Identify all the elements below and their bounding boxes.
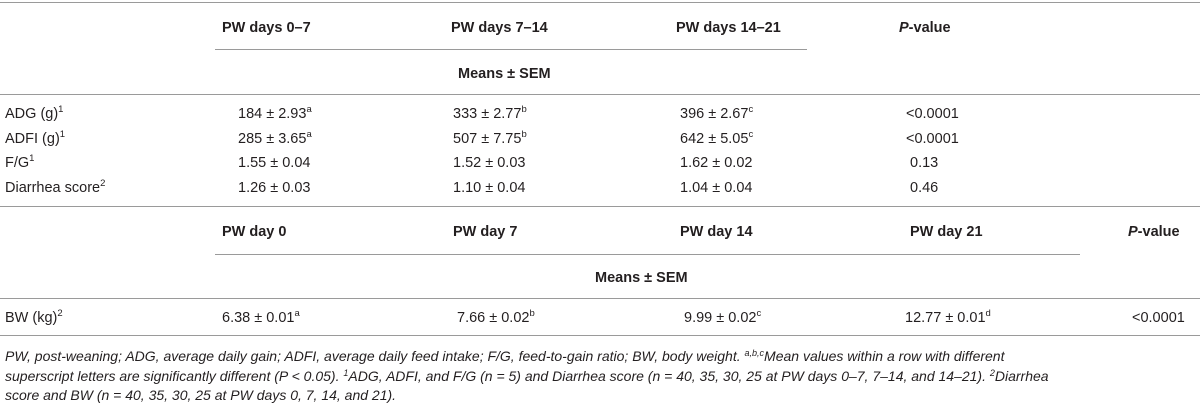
cell-value: 7.66 ± 0.02b	[457, 308, 535, 326]
cell-value: 6.38 ± 0.01a	[222, 308, 300, 326]
row-label-bw: BW (kg)2	[5, 308, 63, 326]
cell-value: 1.52 ± 0.03	[453, 155, 526, 171]
section-rule	[0, 206, 1200, 207]
cell-value: 642 ± 5.05c	[680, 129, 754, 147]
cell-value: 507 ± 7.75b	[453, 129, 527, 147]
cell-p-value: 0.46	[910, 180, 939, 196]
cell-value: 1.10 ± 0.04	[453, 180, 526, 196]
header-pw-days-0-7: PW days 0–7	[222, 20, 311, 36]
row-label-fg: F/G1	[5, 153, 35, 171]
header-pw-days-14-21: PW days 14–21	[676, 20, 781, 36]
header-pw-days-7-14: PW days 7–14	[451, 20, 548, 36]
header-pw-day-21: PW day 21	[910, 224, 983, 240]
header-pw-day-0: PW day 0	[222, 224, 287, 240]
top-rule	[0, 2, 1200, 3]
cell-value: 12.77 ± 0.01d	[905, 308, 991, 326]
subheader-rule	[0, 94, 1200, 95]
cell-value: 1.26 ± 0.03	[238, 180, 311, 196]
subheader-means-sem: Means ± SEM	[458, 66, 551, 82]
header-p-value-2: P-value	[1128, 224, 1180, 240]
cell-value: 1.04 ± 0.04	[680, 180, 753, 196]
cell-p-value: <0.0001	[906, 131, 959, 147]
table-footnote: PW, post-weaning; ADG, average daily gai…	[5, 348, 1049, 403]
row-label-adfi: ADFI (g)1	[5, 129, 66, 147]
cell-value: 285 ± 3.65a	[238, 129, 312, 147]
cell-p-value: <0.0001	[906, 106, 959, 122]
header-underline-2	[215, 254, 1080, 255]
row-label-diarrhea-score: Diarrhea score2	[5, 178, 106, 196]
header-pw-day-14: PW day 14	[680, 224, 753, 240]
cell-value: 333 ± 2.77b	[453, 104, 527, 122]
row-label-adg: ADG (g)1	[5, 104, 64, 122]
header-p-value: P-value	[899, 20, 951, 36]
cell-value: 9.99 ± 0.02c	[684, 308, 762, 326]
bottom-rule	[0, 335, 1200, 336]
subheader-means-sem-2: Means ± SEM	[595, 270, 688, 286]
subheader-rule-2	[0, 298, 1200, 299]
header-underline	[215, 49, 807, 50]
header-pw-day-7: PW day 7	[453, 224, 518, 240]
cell-value: 1.55 ± 0.04	[238, 155, 311, 171]
cell-p-value: 0.13	[910, 155, 939, 171]
cell-value: 396 ± 2.67c	[680, 104, 754, 122]
cell-value: 1.62 ± 0.02	[680, 155, 753, 171]
cell-value: 184 ± 2.93a	[238, 104, 312, 122]
cell-p-value: <0.0001	[1132, 310, 1185, 326]
